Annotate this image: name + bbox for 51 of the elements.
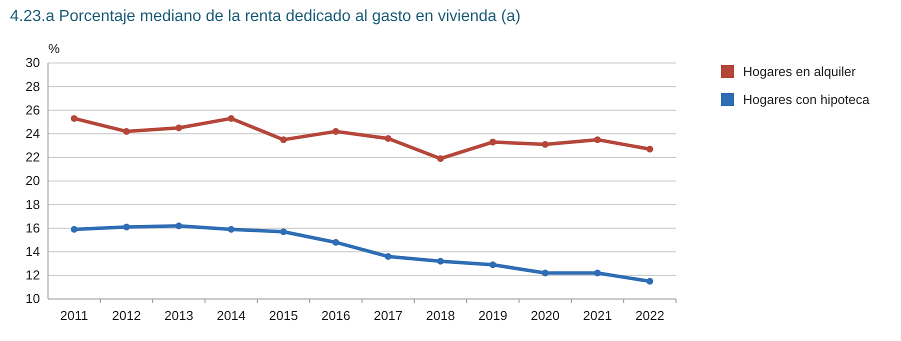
- y-tick-label: 16: [26, 220, 40, 236]
- x-tick-label: 2015: [269, 308, 298, 324]
- point: [489, 138, 496, 146]
- x-tick-label: 2013: [164, 308, 194, 324]
- point: [542, 270, 549, 276]
- y-tick-label: 10: [26, 291, 40, 306]
- point: [228, 226, 235, 233]
- point: [646, 146, 654, 153]
- point: [123, 128, 130, 135]
- point: [594, 270, 601, 276]
- point: [332, 238, 340, 246]
- y-tick-label: 20: [26, 173, 40, 188]
- x-tick-label: 2020: [530, 308, 560, 324]
- point: [594, 136, 601, 144]
- y-tick-label: 22: [26, 150, 40, 165]
- y-tick-label: 28: [26, 78, 40, 94]
- point: [228, 115, 235, 122]
- x-tick-label: 2016: [321, 308, 350, 324]
- y-tick-label: 24: [26, 126, 40, 141]
- point: [280, 228, 287, 236]
- point: [384, 253, 392, 260]
- x-tick-label: 2019: [478, 308, 508, 324]
- y-tick-label: 12: [26, 268, 40, 283]
- x-tick-label: 2014: [216, 308, 246, 324]
- x-tick-label: 2012: [112, 308, 141, 324]
- point: [175, 124, 182, 132]
- y-tick-label: 30: [26, 55, 40, 70]
- legend-label: Hogares con hipoteca: [743, 92, 870, 107]
- x-tick-label: 2022: [635, 308, 664, 324]
- point: [542, 141, 549, 148]
- legend-label: Hogares en alquiler: [743, 64, 856, 79]
- y-tick-label: 26: [26, 102, 40, 118]
- x-tick-label: 2017: [374, 308, 403, 324]
- point: [437, 258, 444, 265]
- point: [280, 136, 287, 144]
- y-axis-title: %: [48, 41, 60, 56]
- point: [70, 115, 78, 122]
- y-tick-label: 18: [26, 196, 40, 212]
- y-tick-label: 14: [26, 244, 40, 259]
- x-tick-label: 2018: [426, 308, 455, 324]
- point: [437, 155, 444, 162]
- point: [70, 226, 78, 233]
- point: [384, 135, 392, 142]
- point: [646, 278, 654, 285]
- x-tick-label: 2011: [60, 308, 88, 324]
- x-tick-label: 2021: [583, 308, 612, 324]
- point: [489, 261, 496, 268]
- point: [332, 128, 340, 135]
- point: [175, 222, 182, 230]
- point: [123, 224, 130, 230]
- chart-title: 4.23.a Porcentaje mediano de la renta dedicado al gasto en vivienda (a): [10, 8, 521, 25]
